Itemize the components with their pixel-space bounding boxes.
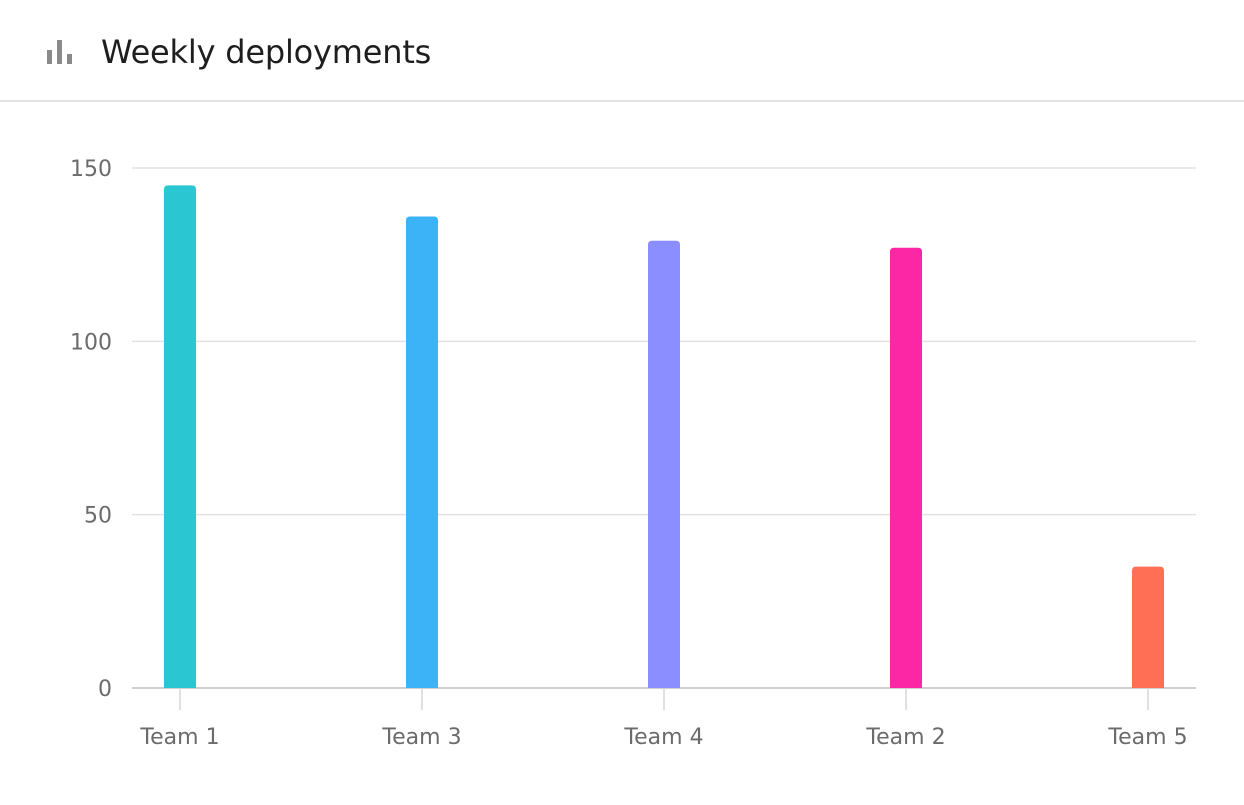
x-tick-label: Team 1 [139, 725, 219, 750]
bars [164, 185, 1164, 689]
x-tick-label: Team 4 [623, 725, 703, 750]
x-tick-label: Team 3 [381, 725, 461, 750]
x-tick-label: Team 2 [865, 725, 945, 750]
y-axis-ticks: 0 50 100 150 [70, 157, 112, 702]
chart-area: 0 50 100 150 Team 1 Team 3 Team 4 Team 2 Team 5 [0, 104, 1244, 800]
chart-header: Weekly deployments [0, 0, 1244, 102]
bar-team-1[interactable] [164, 185, 196, 688]
x-tick-label: Team 5 [1107, 725, 1187, 750]
x-axis: Team 1 Team 3 Team 4 Team 2 Team 5 [139, 688, 1188, 750]
chart-title: Weekly deployments [101, 33, 432, 71]
bar-team-4[interactable] [648, 240, 680, 689]
y-tick-label: 50 [84, 504, 112, 529]
y-tick-label: 0 [98, 677, 112, 702]
bar-chart-icon [47, 40, 72, 64]
bar-team-5[interactable] [1132, 566, 1164, 688]
y-tick-label: 150 [70, 157, 112, 182]
bar-team-2[interactable] [890, 247, 922, 688]
bar-team-3[interactable] [406, 216, 438, 688]
y-tick-label: 100 [70, 330, 112, 355]
bar-chart: 0 50 100 150 Team 1 Team 3 Team 4 Team 2 Team 5 [70, 157, 1196, 750]
